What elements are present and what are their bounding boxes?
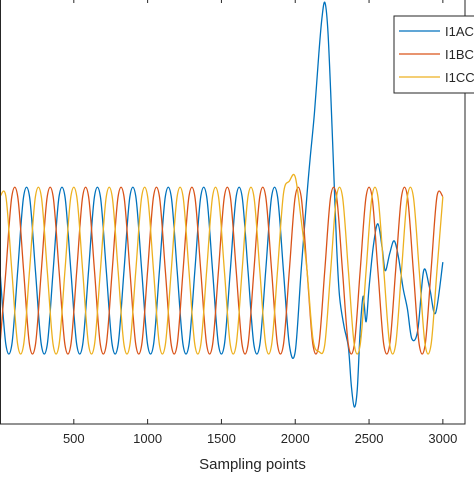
legend-label-i1bc: I1BC xyxy=(445,47,474,62)
legend: I1AC I1BC I1CC xyxy=(393,15,474,94)
legend-label-i1cc: I1CC xyxy=(445,70,474,85)
series-layer xyxy=(0,1,444,408)
x-tick-label-3000: 3000 xyxy=(428,431,457,446)
series-line-i1ac xyxy=(0,1,444,408)
x-tick-label-2000: 2000 xyxy=(281,431,310,446)
legend-label-i1ac: I1AC xyxy=(445,24,474,39)
x-axis-title: Sampling points xyxy=(199,456,306,473)
x-tick-label-500: 500 xyxy=(63,431,85,446)
x-tick-label-1000: 1000 xyxy=(133,431,162,446)
x-axis-ticks: 500 1000 1500 2000 2500 3000 xyxy=(63,0,457,446)
x-tick-label-2500: 2500 xyxy=(355,431,384,446)
axes-box xyxy=(0,0,466,425)
series-line-i1cc xyxy=(0,173,444,355)
x-tick-label-1500: 1500 xyxy=(207,431,236,446)
